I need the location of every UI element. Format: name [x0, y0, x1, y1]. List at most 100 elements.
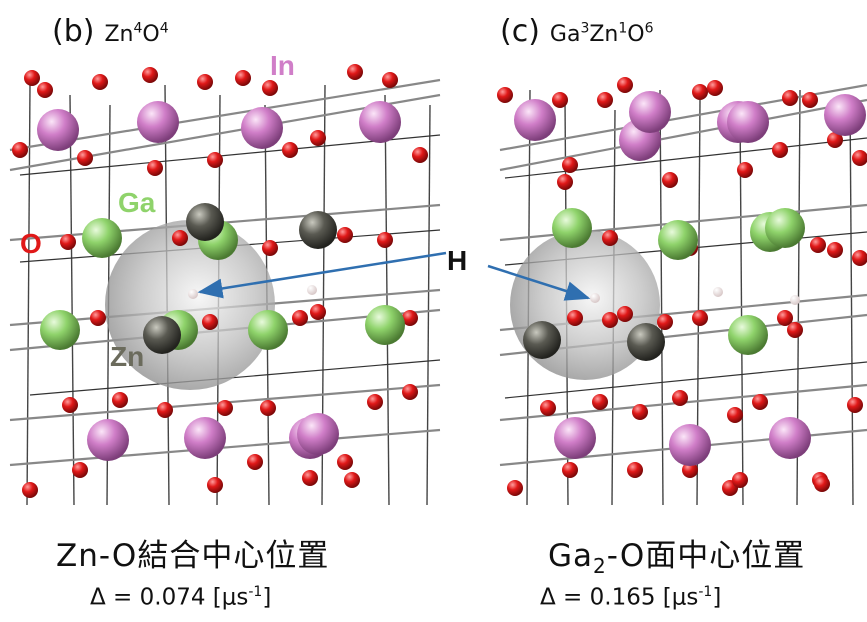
panel-c-delta: Δ = 0.165 [μs-1] — [540, 584, 722, 611]
o-atom — [310, 130, 326, 146]
o-atom — [782, 90, 798, 106]
o-atom — [292, 310, 308, 326]
panel-c-title: (c) Ga3Zn1O6 — [500, 14, 654, 49]
o-atom — [60, 234, 76, 250]
o-atom — [22, 482, 38, 498]
bond — [9, 428, 441, 467]
o-atom — [597, 92, 613, 108]
o-atom — [202, 314, 218, 330]
o-atom — [377, 232, 393, 248]
o-atom — [112, 392, 128, 408]
bond — [26, 84, 31, 506]
panel-b-delta: Δ = 0.074 [μs-1] — [90, 584, 272, 611]
o-atom — [207, 152, 223, 168]
in-atom — [514, 99, 556, 141]
panel-b-title: (b) Zn4O4 — [52, 14, 169, 49]
bond — [19, 134, 441, 176]
o-atom — [367, 394, 383, 410]
o-atom — [62, 397, 78, 413]
panel-b-letter: (b) — [52, 14, 95, 49]
in-atom — [297, 413, 339, 455]
o-atom — [802, 92, 818, 108]
o-atom — [282, 142, 298, 158]
in-atom — [727, 101, 769, 143]
o-atom — [627, 462, 643, 478]
o-atom — [602, 230, 618, 246]
o-atom — [632, 404, 648, 420]
o-atom — [752, 394, 768, 410]
zn-atom — [299, 211, 337, 249]
o-atom — [24, 70, 40, 86]
o-atom — [707, 80, 723, 96]
panel-c-formula: Ga3Zn1O6 — [549, 20, 654, 47]
o-atom — [810, 237, 826, 253]
bond — [29, 359, 441, 396]
ga-atom — [248, 310, 288, 350]
zn-atom — [143, 316, 181, 354]
o-atom — [777, 310, 793, 326]
panel-c-caption: Ga2-O面中心位置 — [548, 538, 806, 579]
label-h: H — [447, 245, 467, 276]
o-atom — [235, 70, 251, 86]
o-atom — [37, 82, 53, 98]
bond — [384, 94, 390, 506]
ga-atom — [552, 208, 592, 248]
in-atom — [824, 94, 866, 136]
bond — [69, 94, 75, 506]
o-atom — [727, 407, 743, 423]
o-atom — [262, 80, 278, 96]
o-atom — [310, 304, 326, 320]
o-atom — [142, 67, 158, 83]
label-in: In — [270, 50, 295, 81]
o-atom — [602, 312, 618, 328]
o-atom — [337, 227, 353, 243]
label-zn: Zn — [110, 341, 144, 372]
vacancy-sphere — [105, 220, 275, 390]
o-atom — [567, 310, 583, 326]
lattice-panel-b — [9, 64, 441, 506]
o-atom — [592, 394, 608, 410]
o-atom — [692, 310, 708, 326]
ga-atom — [658, 220, 698, 260]
in-atom — [87, 419, 129, 461]
o-atom — [90, 310, 106, 326]
o-atom — [382, 72, 398, 88]
bond — [659, 89, 664, 506]
o-atom — [847, 397, 863, 413]
o-atom — [157, 402, 173, 418]
o-atom — [562, 462, 578, 478]
o-atom — [692, 84, 708, 100]
o-atom — [347, 64, 363, 80]
ga-atom — [40, 310, 80, 350]
o-atom — [207, 477, 223, 493]
h-atom — [590, 293, 600, 303]
in-atom — [137, 101, 179, 143]
o-atom — [827, 242, 843, 258]
hydrogen-arrow-right — [487, 264, 591, 301]
h-atom — [713, 287, 723, 297]
o-atom — [662, 172, 678, 188]
o-atom — [77, 150, 93, 166]
zn-atom — [523, 321, 561, 359]
o-atom — [562, 157, 578, 173]
zn-atom — [627, 323, 665, 361]
o-atom — [772, 142, 788, 158]
o-atom — [92, 74, 108, 90]
label-o: O — [20, 228, 42, 259]
o-atom — [787, 322, 803, 338]
h-atom — [188, 289, 198, 299]
o-atom — [540, 400, 556, 416]
o-atom — [247, 454, 263, 470]
ga-atom — [765, 208, 805, 248]
o-atom — [852, 150, 867, 166]
o-atom — [72, 462, 88, 478]
bond — [499, 98, 867, 172]
lattice-panel-c — [497, 77, 867, 506]
bond — [9, 78, 441, 152]
ga-atom — [82, 218, 122, 258]
o-atom — [552, 92, 568, 108]
ga-atom — [365, 305, 405, 345]
o-atom — [557, 174, 573, 190]
